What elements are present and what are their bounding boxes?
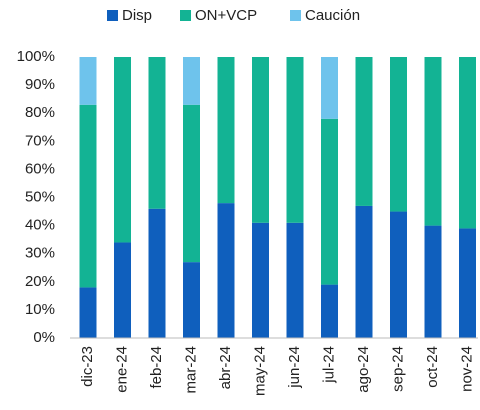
legend-swatch [290, 10, 301, 21]
y-tick-label: 70% [25, 132, 55, 149]
bar-segment [321, 118, 338, 285]
x-tick-label: nov-24 [458, 346, 475, 392]
bar-segment [148, 208, 166, 338]
legend-swatch [107, 10, 118, 21]
bar-segment [321, 57, 338, 119]
bar-segment [252, 57, 269, 223]
x-tick-label: oct-24 [424, 346, 441, 388]
x-tick-label: ago-24 [355, 346, 372, 393]
legend-label: Caución [305, 7, 360, 24]
bar-segment [183, 262, 200, 338]
bar-segment [390, 211, 407, 338]
bar-segment [114, 242, 131, 338]
bar-segment [286, 222, 304, 338]
y-tick-label: 50% [25, 188, 55, 205]
x-tick-label: mar-24 [182, 346, 199, 394]
bar-segment [252, 222, 269, 338]
x-tick-label: sep-24 [389, 346, 406, 392]
bar-segment [355, 57, 373, 206]
x-tick-label: feb-24 [148, 346, 165, 389]
bar-segment [286, 57, 304, 223]
bar-segment [355, 205, 373, 338]
bar-segment [424, 57, 442, 226]
bar-segment [217, 203, 235, 338]
bar-segment [459, 57, 476, 229]
bar-segment [79, 104, 97, 288]
bar-segment [459, 228, 476, 338]
bar-segment [114, 57, 131, 243]
bar-segment [79, 287, 97, 338]
bar-segment [424, 225, 442, 338]
x-tick-label: dic-23 [79, 346, 96, 387]
bar-segment [183, 57, 200, 105]
bar-segment [390, 57, 407, 212]
bar-segment [217, 57, 235, 204]
legend-label: Disp [122, 7, 152, 24]
y-tick-label: 40% [25, 217, 55, 234]
x-tick-label: jul-24 [320, 346, 337, 384]
x-tick-label: ene-24 [113, 346, 130, 393]
x-tick-label: abr-24 [217, 346, 234, 389]
y-tick-label: 0% [33, 329, 55, 346]
bar-segment [148, 57, 166, 209]
bar-segment [79, 57, 97, 105]
bar-segment [321, 284, 338, 338]
y-tick-label: 10% [25, 301, 55, 318]
y-tick-label: 30% [25, 245, 55, 262]
x-tick-label: may-24 [251, 346, 268, 396]
y-tick-label: 20% [25, 273, 55, 290]
bar-segment [183, 104, 200, 263]
y-tick-label: 90% [25, 76, 55, 93]
legend-label: ON+VCP [195, 7, 257, 24]
y-tick-label: 100% [17, 48, 55, 65]
y-tick-label: 80% [25, 104, 55, 121]
y-tick-label: 60% [25, 160, 55, 177]
legend-swatch [180, 10, 191, 21]
x-tick-label: jun-24 [286, 346, 303, 389]
